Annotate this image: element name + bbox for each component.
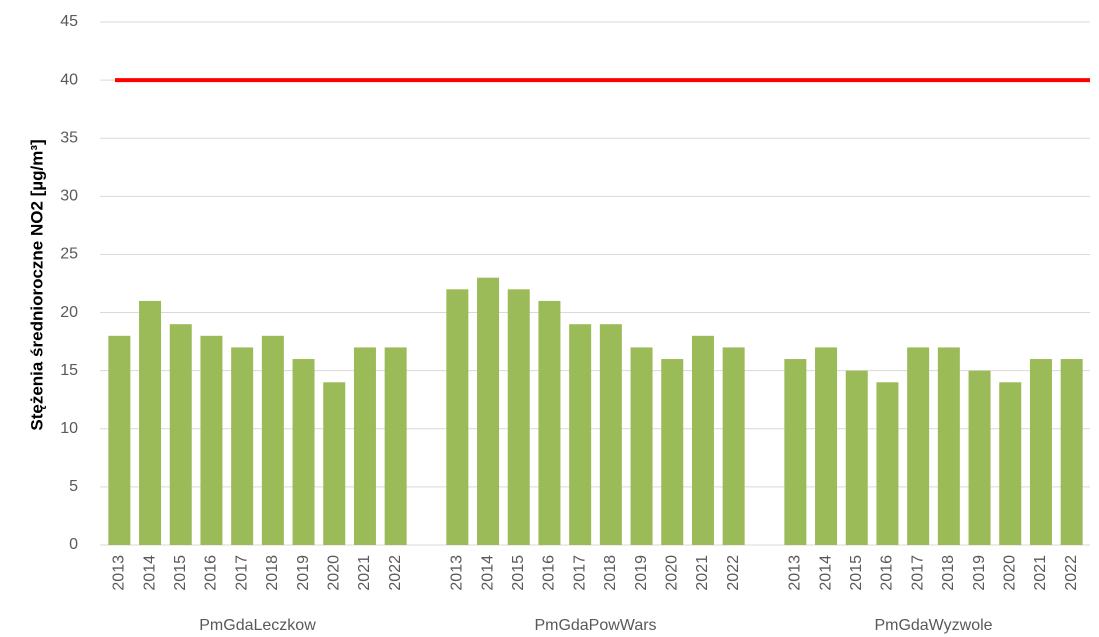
bar — [108, 335, 131, 545]
x-tick-label: 2018 — [602, 555, 619, 591]
x-tick-label: 2020 — [325, 555, 342, 591]
y-tick-label: 25 — [60, 246, 78, 263]
bar — [1029, 359, 1052, 545]
bar — [599, 324, 622, 545]
x-tick-label: 2022 — [725, 555, 742, 591]
bar — [876, 382, 899, 545]
x-tick-label: 2018 — [940, 555, 957, 591]
bar — [661, 359, 684, 545]
bar — [292, 359, 315, 545]
y-tick-label: 45 — [60, 13, 78, 30]
bar — [538, 300, 561, 545]
y-tick-label: 40 — [60, 71, 78, 88]
y-tick-label: 20 — [60, 304, 78, 321]
bar — [999, 382, 1022, 545]
y-tick-label: 10 — [60, 420, 78, 437]
bar — [200, 335, 223, 545]
bar — [968, 370, 991, 545]
x-tick-label: 2020 — [663, 555, 680, 591]
x-tick-label: 2021 — [1032, 555, 1049, 591]
bar — [569, 324, 592, 545]
x-tick-label: 2020 — [1001, 555, 1018, 591]
x-tick-label: 2016 — [203, 555, 220, 591]
x-tick-label: 2015 — [510, 555, 527, 591]
x-tick-label: 2017 — [571, 555, 588, 591]
group-label: PmGdaLeczkow — [199, 617, 316, 634]
x-tick-label: 2021 — [356, 555, 373, 591]
x-tick-label: 2014 — [141, 555, 158, 591]
x-tick-label: 2014 — [479, 555, 496, 591]
x-tick-label: 2013 — [449, 555, 466, 591]
y-axis-title: Stężenia średnioroczne NO2 [µg/m³] — [27, 139, 46, 430]
x-tick-label: 2015 — [848, 555, 865, 591]
x-tick-label: 2015 — [172, 555, 189, 591]
x-tick-label: 2019 — [633, 555, 650, 591]
x-tick-label: 2013 — [111, 555, 128, 591]
y-tick-label: 5 — [69, 478, 78, 495]
bar — [261, 335, 284, 545]
bar — [784, 359, 807, 545]
bar — [323, 382, 346, 545]
x-tick-label: 2017 — [909, 555, 926, 591]
group-label: PmGdaPowWars — [534, 617, 656, 634]
bar — [937, 347, 960, 545]
bar — [1060, 359, 1083, 545]
y-tick-label: 15 — [60, 362, 78, 379]
x-tick-label: 2013 — [787, 555, 804, 591]
bar — [446, 289, 469, 545]
bar — [722, 347, 745, 545]
bar — [630, 347, 653, 545]
bar — [384, 347, 407, 545]
bar — [907, 347, 930, 545]
bar — [231, 347, 254, 545]
bar — [507, 289, 530, 545]
y-tick-label: 35 — [60, 129, 78, 146]
x-tick-label: 2019 — [295, 555, 312, 591]
bar — [845, 370, 868, 545]
bar — [691, 335, 714, 545]
bar — [139, 300, 162, 545]
x-tick-label: 2014 — [817, 555, 834, 591]
bar — [353, 347, 376, 545]
x-tick-label: 2017 — [233, 555, 250, 591]
group-label: PmGdaWyzwole — [874, 617, 992, 634]
x-tick-label: 2022 — [1063, 555, 1080, 591]
x-tick-label: 2018 — [264, 555, 281, 591]
x-tick-label: 2022 — [387, 555, 404, 591]
bar — [815, 347, 838, 545]
x-tick-label: 2021 — [694, 555, 711, 591]
x-tick-label: 2019 — [971, 555, 988, 591]
y-tick-label: 0 — [69, 536, 78, 553]
x-tick-label: 2016 — [879, 555, 896, 591]
x-tick-label: 2016 — [541, 555, 558, 591]
bar — [169, 324, 192, 545]
y-tick-label: 30 — [60, 188, 78, 205]
bar — [477, 277, 500, 545]
